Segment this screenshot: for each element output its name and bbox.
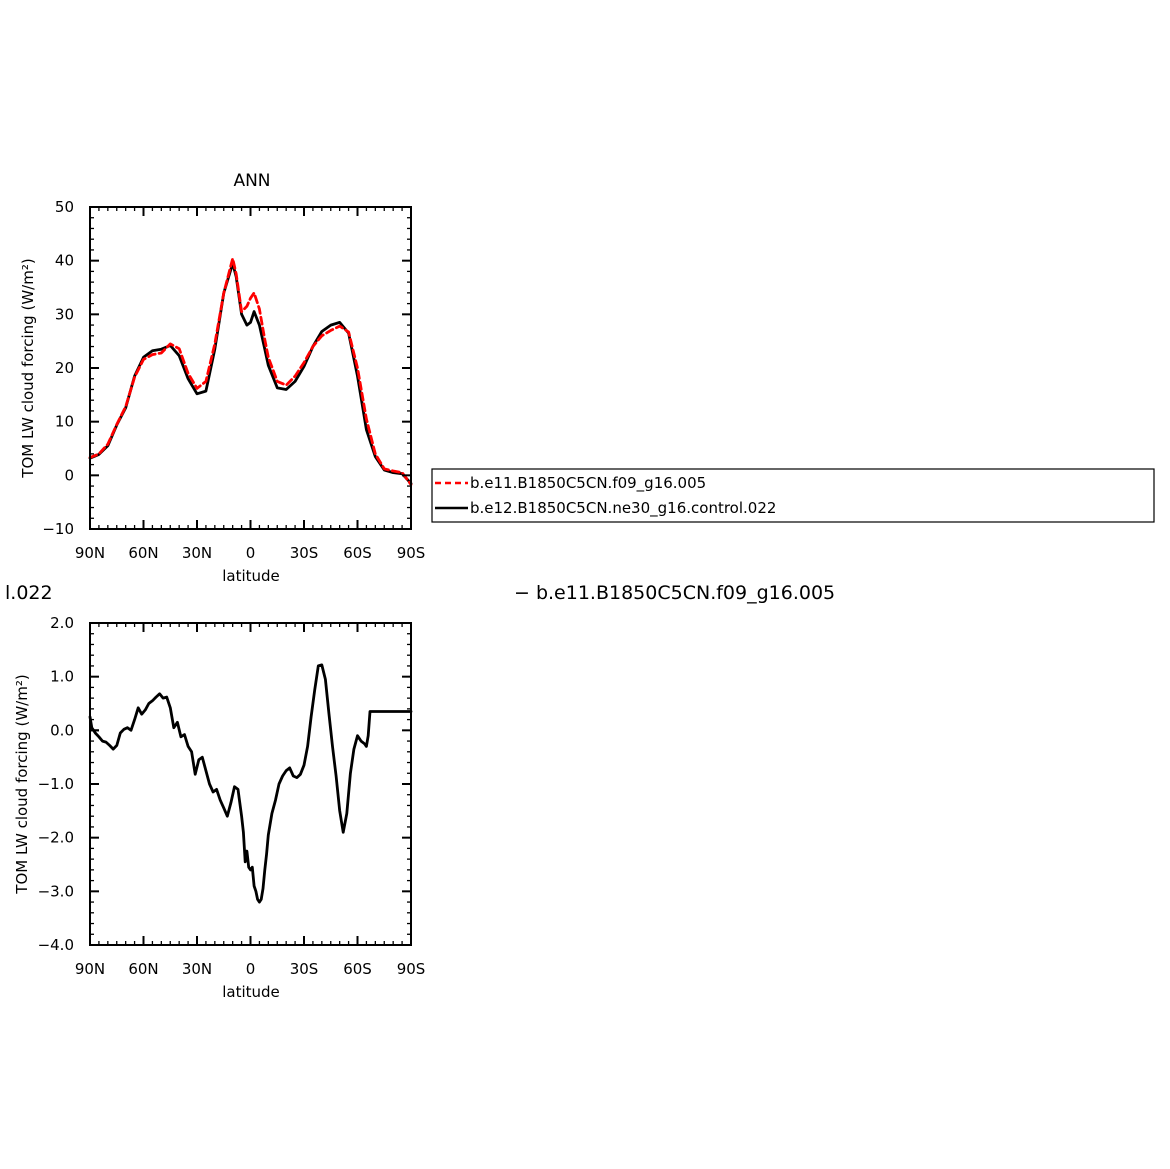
truncated-header-left: l.022 — [5, 582, 53, 604]
bottom-ytick-label: −3.0 — [38, 882, 74, 900]
bottom-ytick-label: 2.0 — [50, 614, 74, 632]
bottom-xtick-label: 90S — [397, 960, 426, 978]
top-xtick-label: 90N — [75, 544, 105, 562]
top-xtick-label: 0 — [246, 544, 256, 562]
bottom-plot-frame — [89, 622, 412, 946]
top-xtick-label: 30N — [182, 544, 212, 562]
top-ytick-label: 30 — [55, 305, 74, 323]
bottom-ytick-label: 1.0 — [50, 668, 74, 686]
bottom-ytick-label: 0.0 — [50, 721, 74, 739]
top-xtick-label: 90S — [397, 544, 426, 562]
top-ytick-label: 0 — [64, 466, 74, 484]
bottom-x-axis-label: latitude — [222, 983, 280, 1001]
truncated-header-right: − b.e11.B1850C5CN.f09_g16.005 — [514, 582, 835, 604]
bottom-xtick-label: 30N — [182, 960, 212, 978]
bottom-ytick-label: −4.0 — [38, 936, 74, 954]
legend-label-series-1: b.e11.B1850C5CN.f09_g16.005 — [470, 474, 706, 493]
bottom-ytick-label: −1.0 — [38, 775, 74, 793]
top-xtick-label: 30S — [290, 544, 319, 562]
bottom-xtick-label: 0 — [246, 960, 256, 978]
bottom-xtick-label: 30S — [290, 960, 319, 978]
top-chart: ANN −10 0 10 20 30 40 50 90N 60N 30N 0 30S 60S 90S la… — [19, 171, 425, 585]
legend: b.e11.B1850C5CN.f09_g16.005 b.e12.B1850C… — [431, 468, 1155, 523]
top-chart-title: ANN — [233, 171, 270, 191]
bottom-xtick-label: 60N — [128, 960, 158, 978]
top-xtick-label: 60S — [343, 544, 372, 562]
bottom-series-line-1 — [88, 663, 413, 904]
legend-label-series-2: b.e12.B1850C5CN.ne30_g16.control.022 — [470, 499, 776, 518]
bottom-chart: −4.0 −3.0 −2.0 −1.0 0.0 1.0 2.0 90N 60N 30N 0 30S 60… — [13, 614, 425, 1001]
bottom-xtick-label: 90N — [75, 960, 105, 978]
bottom-y-axis-label: TOM LW cloud forcing (W/m²) — [13, 674, 31, 894]
bottom-ytick-label: −2.0 — [38, 829, 74, 847]
top-ytick-label: 40 — [55, 252, 74, 270]
legend-box — [431, 468, 1155, 523]
top-ytick-label: −10 — [42, 520, 74, 538]
top-y-axis-label: TOM LW cloud forcing (W/m²) — [19, 258, 37, 478]
top-xtick-label: 60N — [128, 544, 158, 562]
top-ytick-label: 10 — [55, 413, 74, 431]
top-ytick-label: 50 — [55, 198, 74, 216]
top-ytick-label: 20 — [55, 359, 74, 377]
top-x-axis-label: latitude — [222, 567, 280, 585]
bottom-xtick-label: 60S — [343, 960, 372, 978]
top-series-line-1 — [88, 257, 413, 486]
